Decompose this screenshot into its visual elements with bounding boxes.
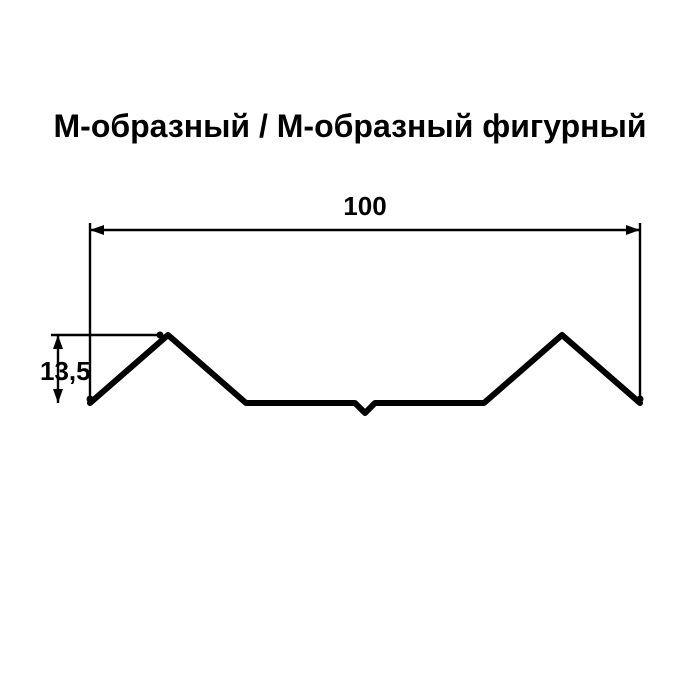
arrow-up-icon: [53, 335, 63, 349]
diagram-wrap: 100 13,5: [30, 185, 670, 460]
dim-width-label: 100: [343, 191, 386, 221]
arrow-down-icon: [53, 389, 63, 403]
arrow-left-icon: [90, 225, 104, 235]
figure-container: М-образный / М-образный фигурный 100 13,5: [0, 0, 700, 700]
figure-title: М-образный / М-образный фигурный: [0, 108, 700, 145]
profile-diagram: 100 13,5: [30, 185, 670, 455]
arrow-right-icon: [626, 225, 640, 235]
dim-height-label: 13,5: [40, 356, 91, 386]
profile-path: [90, 335, 640, 413]
